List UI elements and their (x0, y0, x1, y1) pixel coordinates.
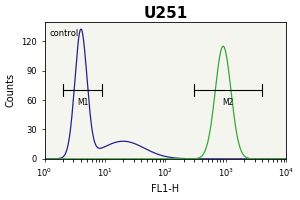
Text: M1: M1 (77, 98, 88, 107)
Y-axis label: Counts: Counts (6, 73, 16, 107)
Text: control: control (49, 29, 79, 38)
Text: M2: M2 (223, 98, 234, 107)
X-axis label: FL1-H: FL1-H (152, 184, 179, 194)
Title: U251: U251 (143, 6, 188, 21)
